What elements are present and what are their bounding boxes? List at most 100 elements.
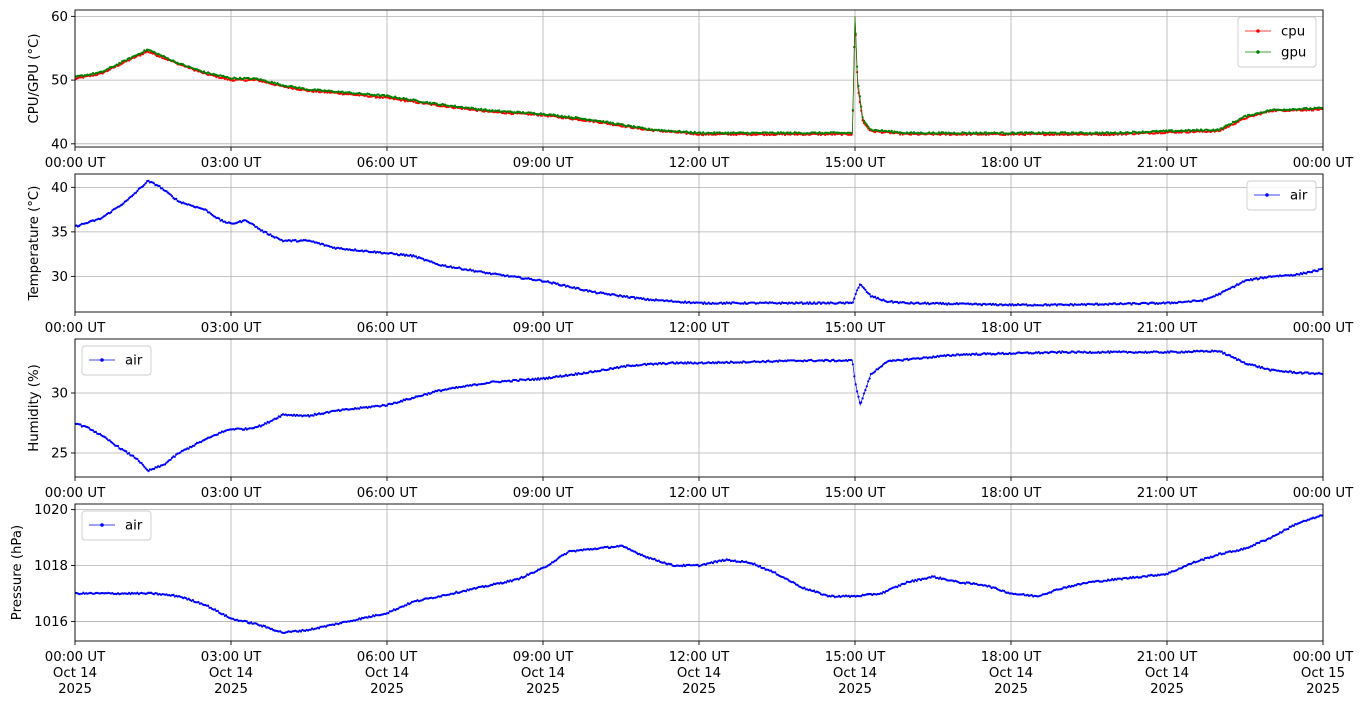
data-point <box>107 67 110 70</box>
data-point <box>1216 294 1219 297</box>
legend: air <box>81 510 152 541</box>
data-point <box>729 302 733 305</box>
data-point <box>742 302 745 305</box>
data-point <box>776 360 780 363</box>
legend: air <box>1246 180 1317 211</box>
data-point <box>214 608 217 611</box>
data-point <box>587 371 590 374</box>
data-point <box>786 578 789 581</box>
data-point <box>607 368 611 371</box>
data-point <box>929 576 932 579</box>
data-point <box>279 415 282 418</box>
data-point <box>1223 351 1226 354</box>
data-point <box>803 586 806 589</box>
data-point <box>793 582 796 585</box>
data-point <box>856 65 859 68</box>
data-point <box>139 54 142 57</box>
x-tick-year: 2025 <box>526 682 560 697</box>
data-point <box>1107 350 1110 353</box>
data-point <box>141 185 144 188</box>
data-point <box>685 362 688 365</box>
y-tick-label: 50 <box>51 74 68 89</box>
data-point <box>883 591 886 594</box>
data-point <box>860 105 863 108</box>
data-point <box>861 285 864 288</box>
data-point <box>200 440 203 444</box>
x-tick-label: 09:00 UT <box>513 156 574 171</box>
data-point <box>318 627 321 630</box>
data-point <box>793 302 796 305</box>
legend-box <box>81 345 152 376</box>
data-point <box>471 269 475 272</box>
data-point <box>702 302 705 305</box>
data-point <box>143 183 146 186</box>
data-point <box>507 580 511 583</box>
y-tick-label: 1020 <box>34 503 68 518</box>
data-point <box>165 190 168 193</box>
data-point <box>1040 132 1043 135</box>
data-point <box>179 200 182 204</box>
data-point <box>1242 361 1246 364</box>
data-point <box>806 301 809 304</box>
data-point <box>276 417 279 420</box>
legend-marker-air <box>100 358 104 362</box>
data-point <box>1227 125 1230 128</box>
data-point <box>818 301 821 304</box>
data-point <box>537 377 540 380</box>
data-point <box>225 614 228 617</box>
data-point <box>740 361 744 364</box>
data-point <box>865 123 868 126</box>
data-point <box>696 563 699 566</box>
data-point <box>394 95 397 98</box>
data-point <box>1220 350 1223 353</box>
data-point <box>874 370 877 373</box>
data-point <box>964 582 967 585</box>
x-tick-label: 00:00 UT <box>1293 156 1354 171</box>
data-point <box>144 467 147 470</box>
data-point <box>209 606 212 609</box>
data-point <box>850 132 853 135</box>
data-point <box>444 264 447 267</box>
data-point <box>480 107 483 110</box>
data-point <box>980 304 984 307</box>
x-tick-label: 06:00 UT <box>357 321 418 336</box>
data-point <box>110 211 113 214</box>
data-point <box>322 243 325 246</box>
data-point <box>391 609 394 612</box>
data-point <box>564 553 568 556</box>
data-point <box>800 301 803 304</box>
data-point <box>270 627 273 631</box>
data-point <box>280 238 283 241</box>
data-point <box>862 119 866 122</box>
data-point <box>890 299 893 303</box>
data-point <box>1030 594 1033 597</box>
data-point <box>125 450 128 453</box>
data-point <box>207 604 210 607</box>
data-point <box>1100 132 1103 135</box>
data-point <box>585 288 588 292</box>
x-tick-label: 00:00 UT <box>1293 486 1354 501</box>
data-point <box>510 580 513 583</box>
legend-label-cpu: cpu <box>1281 25 1305 40</box>
data-point <box>546 377 550 380</box>
data-point <box>173 60 176 63</box>
data-point <box>1044 303 1047 306</box>
data-point <box>208 211 211 214</box>
y-tick-label: 40 <box>51 181 68 196</box>
data-point <box>430 392 433 395</box>
data-point <box>164 463 167 466</box>
data-point <box>704 563 708 566</box>
data-point <box>857 286 860 289</box>
data-point <box>269 233 272 236</box>
data-point <box>1316 270 1319 273</box>
x-tick-label: 03:00 UT <box>201 156 262 171</box>
data-point <box>273 81 276 84</box>
data-point <box>193 444 196 447</box>
x-tick-label: 18:00 UT <box>981 486 1042 501</box>
data-point <box>169 193 172 196</box>
data-point <box>851 363 855 366</box>
data-point <box>832 358 835 361</box>
data-point <box>868 377 871 380</box>
data-point <box>94 430 97 433</box>
data-point <box>1095 302 1099 305</box>
